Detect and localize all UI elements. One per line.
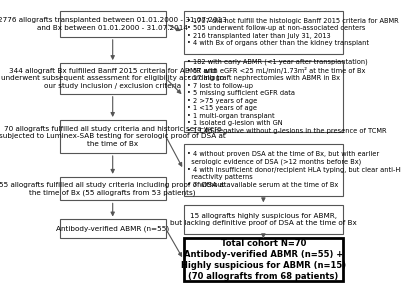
FancyBboxPatch shape [184, 61, 343, 132]
FancyBboxPatch shape [59, 219, 166, 238]
FancyBboxPatch shape [184, 144, 343, 196]
FancyBboxPatch shape [184, 11, 343, 54]
Text: 15 allografts highly suspicious for ABMR,
but lacking definitive proof of DSA at: 15 allografts highly suspicious for ABMR… [170, 213, 357, 226]
Text: 55 allografts fulfilled all study criteria including proof of DSA at
the time of: 55 allografts fulfilled all study criter… [0, 182, 227, 196]
Text: • 182 with early ABMR (<1 year after transplantation)
• 57 with eGFR <25 mL/min/: • 182 with early ABMR (<1 year after tra… [186, 58, 386, 134]
Text: Antibody-verified ABMR (n=55): Antibody-verified ABMR (n=55) [56, 226, 169, 232]
FancyBboxPatch shape [59, 63, 166, 94]
Text: • 4 without proven DSA at the time of Bx, but with earlier
  serologic evidence : • 4 without proven DSA at the time of Bx… [186, 151, 401, 188]
Text: Total cohort N=70
Antibody-verified ABMR (n=55) +
Highly suspicious for ABMR (n=: Total cohort N=70 Antibody-verified ABMR… [181, 238, 346, 281]
FancyBboxPatch shape [184, 238, 343, 281]
Text: 344 allograft Bx fulfilled Banff 2015 criteria for ABMR and
underwent subsequent: 344 allograft Bx fulfilled Banff 2015 cr… [1, 68, 224, 89]
Text: 2776 allografts transplanted between 01.01.2000 - 31.07.2013
and Bx between 01.0: 2776 allografts transplanted between 01.… [0, 17, 227, 31]
FancyBboxPatch shape [59, 120, 166, 153]
FancyBboxPatch shape [59, 11, 166, 37]
Text: 70 allografts fulfilled all study criteria and historic sera were
subjected to L: 70 allografts fulfilled all study criter… [0, 126, 226, 147]
FancyBboxPatch shape [59, 177, 166, 200]
Text: • 1707 did not fulfill the histologic Banff 2015 criteria for ABMR
• 505 underwe: • 1707 did not fulfill the histologic Ba… [186, 18, 398, 46]
FancyBboxPatch shape [184, 205, 343, 234]
